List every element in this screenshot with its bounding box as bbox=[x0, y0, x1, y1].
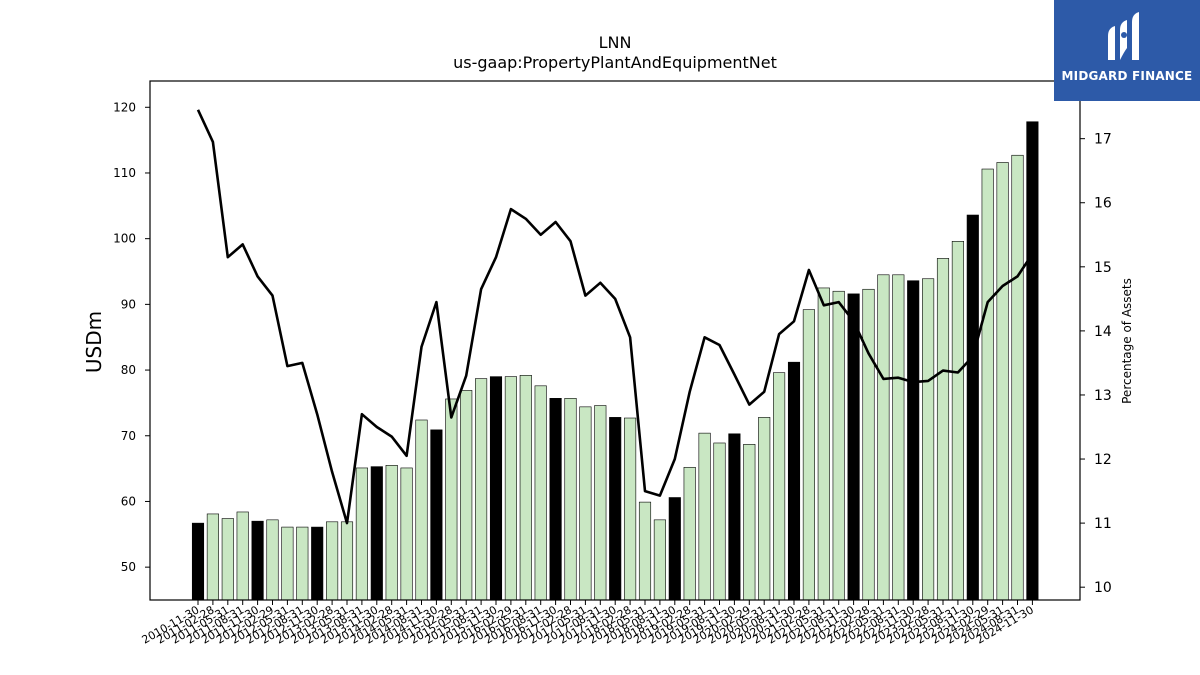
bar-2015-02-28 bbox=[445, 398, 458, 601]
bar-2011-05-31 bbox=[221, 518, 234, 601]
bar-2021-02-28 bbox=[802, 309, 815, 601]
bar-2014-02-28 bbox=[385, 465, 398, 601]
bar-2016-08-31 bbox=[534, 385, 547, 601]
bar-2013-05-31 bbox=[340, 521, 354, 601]
bar-2023-05-31 bbox=[936, 258, 950, 601]
bar-2020-02-29 bbox=[743, 443, 756, 601]
bar-2023-02-28 bbox=[922, 278, 935, 601]
y-tick-label-100: 100 bbox=[113, 232, 136, 246]
bar-2021-05-31 bbox=[817, 287, 830, 601]
bar-2016-05-31 bbox=[519, 375, 532, 601]
bar-2024-05-31 bbox=[996, 162, 1009, 601]
bar-2012-08-31 bbox=[296, 526, 309, 601]
bar-2022-05-31 bbox=[877, 274, 890, 601]
y-tick-label-70: 70 bbox=[121, 429, 136, 443]
bar-2017-08-31 bbox=[594, 405, 607, 601]
y-tick-label-120: 120 bbox=[113, 100, 136, 114]
bar-2023-08-31 bbox=[951, 240, 964, 601]
brand-name: MIDGARD FINANCE bbox=[1061, 69, 1193, 83]
bar-2012-11-30 bbox=[311, 526, 324, 601]
y-tick-label-110: 110 bbox=[113, 166, 136, 180]
bar-2022-11-30 bbox=[907, 280, 920, 601]
bar-2012-05-31 bbox=[281, 526, 294, 601]
y-tick-label-50: 50 bbox=[121, 560, 136, 574]
bar-2012-02-29 bbox=[266, 519, 279, 601]
y-axis-right: 10 11 12 13 14 15 16 17 bbox=[1080, 132, 1112, 596]
bars-layer bbox=[191, 121, 1039, 601]
y2-tick-label-15: 15 bbox=[1094, 260, 1112, 276]
bar-2019-11-30 bbox=[728, 433, 741, 601]
chart-subtitle: us-gaap:PropertyPlantAndEquipmentNet bbox=[453, 53, 777, 72]
bar-2011-02-28 bbox=[206, 513, 219, 601]
y-tick-label-80: 80 bbox=[121, 363, 136, 377]
bar-2011-08-31 bbox=[236, 511, 249, 601]
bar-2018-11-30 bbox=[668, 497, 681, 601]
midgard-finance-logo: MIDGARD FINANCE bbox=[1054, 0, 1200, 101]
y2-axis-label: Percentage of Assets bbox=[1120, 278, 1134, 404]
y2-tick-label-16: 16 bbox=[1094, 196, 1112, 212]
bar-2015-05-31 bbox=[460, 390, 473, 601]
bar-2010-11-30 bbox=[191, 522, 205, 601]
bar-2011-11-30 bbox=[251, 520, 264, 601]
bar-2022-08-31 bbox=[892, 274, 905, 601]
bar-2015-11-30 bbox=[489, 376, 503, 601]
bar-2020-05-31 bbox=[758, 417, 771, 601]
bar-2022-02-28 bbox=[862, 288, 875, 601]
bar-2019-05-31 bbox=[698, 432, 711, 601]
bar-2014-11-30 bbox=[430, 429, 443, 601]
bar-2018-05-31 bbox=[638, 501, 652, 601]
series-line-percentage-of-assets bbox=[196, 109, 1034, 525]
bar-2019-02-28 bbox=[683, 466, 696, 601]
bar-2017-11-30 bbox=[609, 417, 622, 601]
bar-2024-02-29 bbox=[981, 168, 994, 601]
bar-2019-08-31 bbox=[713, 442, 726, 601]
y2-tick-label-10: 10 bbox=[1094, 580, 1112, 596]
y-axis-label: USDm bbox=[82, 311, 106, 373]
y-axis-left: 50 60 70 80 90 100 110 120 bbox=[113, 100, 150, 574]
bar-2021-11-30 bbox=[847, 293, 860, 601]
y-tick-label-60: 60 bbox=[121, 494, 136, 508]
line-layer bbox=[196, 109, 1034, 525]
bar-2013-08-31 bbox=[355, 467, 368, 601]
y2-tick-label-12: 12 bbox=[1094, 452, 1112, 468]
midgard-m-logo-icon bbox=[1108, 12, 1139, 60]
bar-2018-02-28 bbox=[624, 417, 637, 601]
x-axis: 2010-11-302011-02-282011-05-312011-08-31… bbox=[140, 600, 1036, 647]
bar-2024-08-31 bbox=[1011, 154, 1024, 601]
bar-2017-05-31 bbox=[579, 406, 592, 601]
bar-2015-08-31 bbox=[475, 378, 488, 601]
bar-2017-02-28 bbox=[564, 398, 577, 601]
bar-2016-02-29 bbox=[504, 376, 517, 601]
y2-tick-label-17: 17 bbox=[1094, 132, 1112, 148]
bar-2023-11-30 bbox=[966, 214, 979, 601]
bar-2020-08-31 bbox=[773, 372, 786, 601]
chart-title: LNN bbox=[599, 33, 632, 52]
y2-tick-label-13: 13 bbox=[1094, 388, 1112, 404]
bar-2014-08-31 bbox=[415, 419, 428, 601]
bar-2013-02-28 bbox=[326, 521, 339, 601]
y-tick-label-90: 90 bbox=[121, 297, 136, 311]
bar-2013-11-30 bbox=[370, 466, 383, 601]
y2-tick-label-11: 11 bbox=[1094, 516, 1112, 532]
bar-2016-11-30 bbox=[549, 398, 562, 601]
bar-2024-11-30 bbox=[1026, 121, 1039, 601]
bar-2014-05-31 bbox=[400, 467, 413, 601]
bar-2020-11-30 bbox=[787, 361, 801, 601]
bar-2018-08-31 bbox=[653, 519, 666, 601]
bar-2021-08-31 bbox=[832, 290, 845, 601]
y2-tick-label-14: 14 bbox=[1094, 324, 1112, 340]
